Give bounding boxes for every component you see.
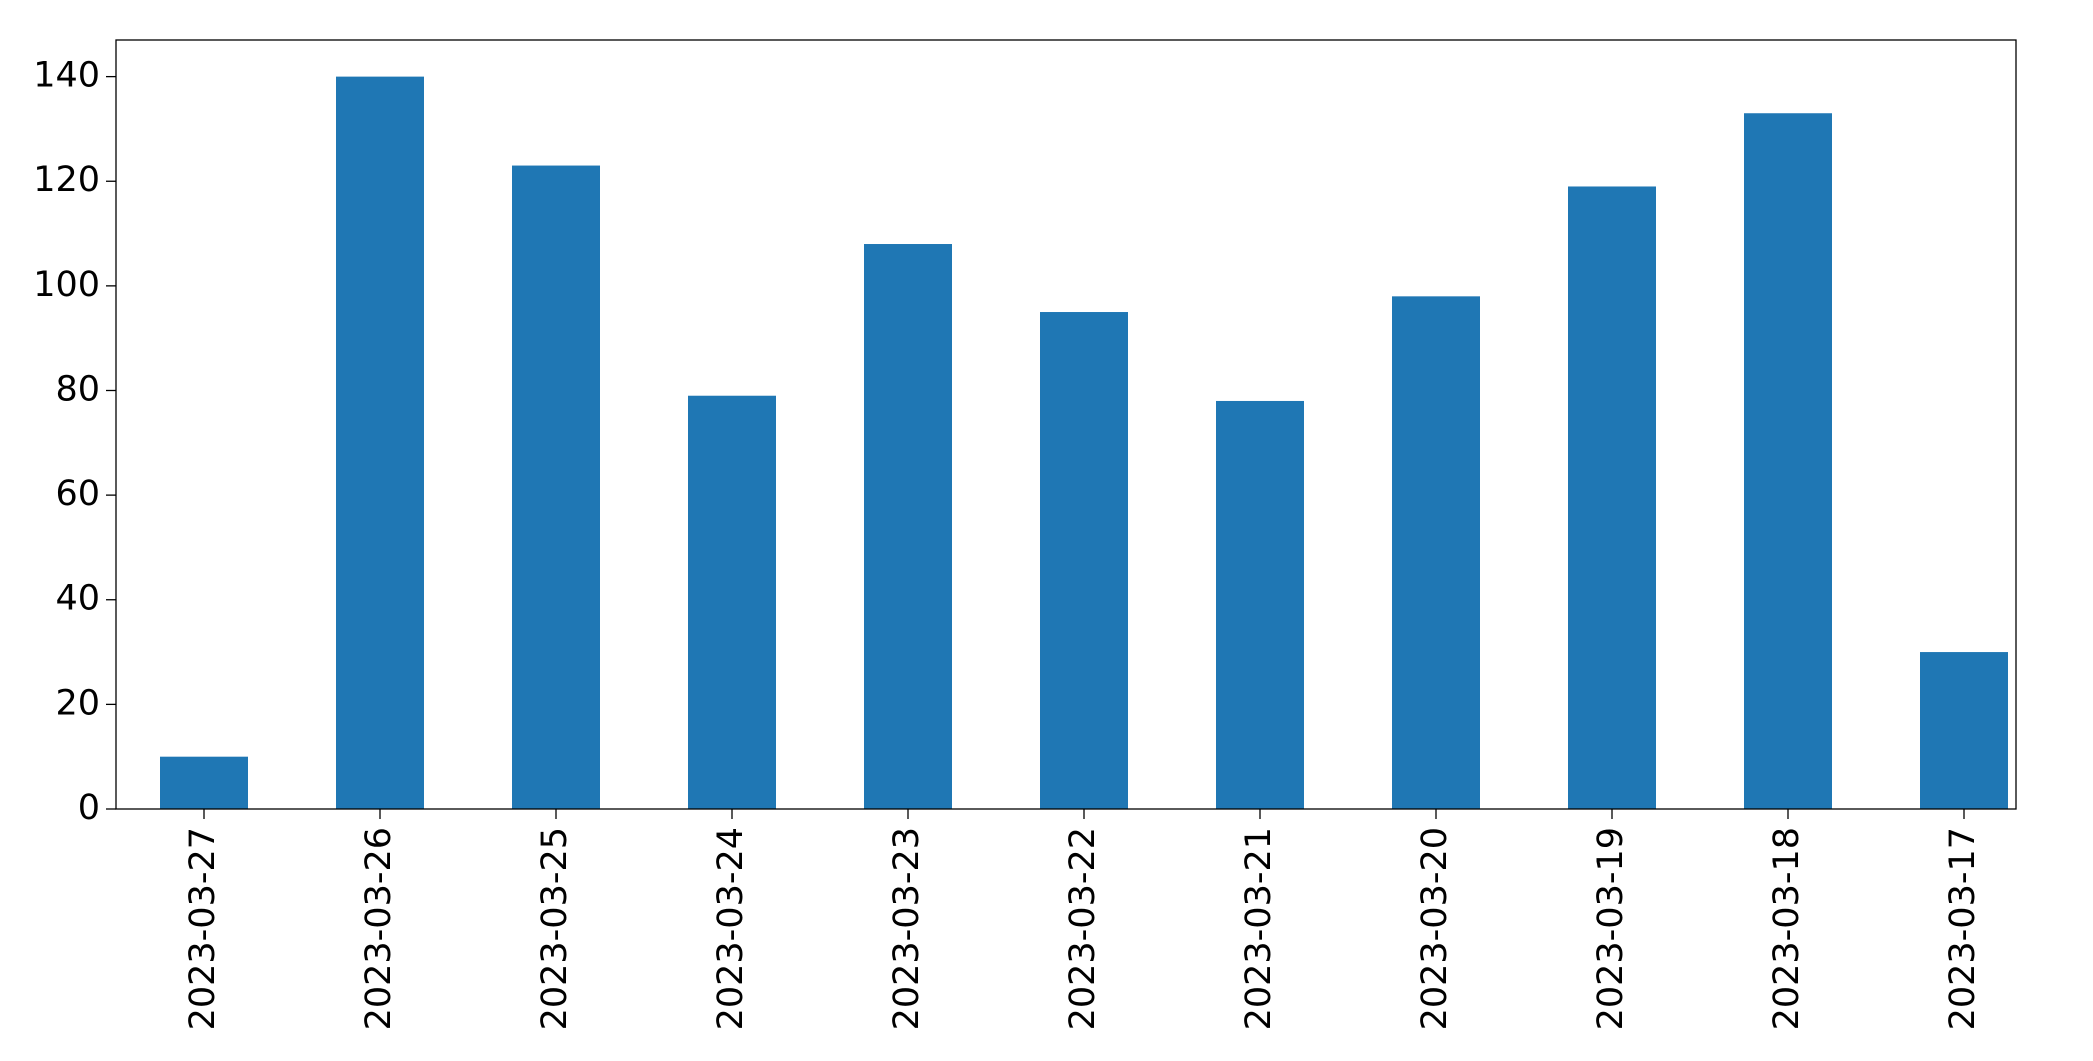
plot-frame	[115, 39, 2017, 810]
bar	[1744, 113, 1832, 809]
y-tick-label: 80	[55, 369, 100, 409]
y-tick-label: 40	[55, 579, 100, 619]
bar	[160, 756, 248, 809]
bar	[1920, 652, 2008, 809]
bar	[864, 244, 952, 810]
x-tick-label: 2023-03-24	[711, 827, 751, 1030]
x-tick-label: 2023-03-21	[1239, 827, 1279, 1030]
x-tick-label: 2023-03-26	[359, 827, 399, 1030]
bar	[688, 395, 776, 809]
y-tick-label: 0	[78, 788, 100, 828]
y-tick-label: 20	[55, 683, 100, 723]
x-tick-label: 2023-03-27	[183, 827, 223, 1030]
bar	[1392, 296, 1480, 809]
bar	[1040, 312, 1128, 809]
x-tick-label: 2023-03-19	[1591, 827, 1631, 1030]
x-tick-label: 2023-03-22	[1063, 827, 1103, 1030]
bar	[1216, 400, 1304, 809]
x-tick-label: 2023-03-25	[535, 827, 575, 1030]
x-tick-label: 2023-03-17	[1943, 827, 1983, 1030]
x-tick-label: 2023-03-18	[1767, 827, 1807, 1030]
bar	[512, 165, 600, 809]
x-tick-label: 2023-03-23	[887, 827, 927, 1030]
y-tick-label: 120	[33, 160, 100, 200]
y-tick-label: 60	[55, 474, 100, 514]
bar	[1568, 186, 1656, 809]
x-tick-label: 2023-03-20	[1415, 827, 1455, 1030]
y-tick-label: 140	[33, 56, 100, 96]
y-tick-label: 100	[33, 265, 100, 305]
bar	[336, 76, 424, 810]
